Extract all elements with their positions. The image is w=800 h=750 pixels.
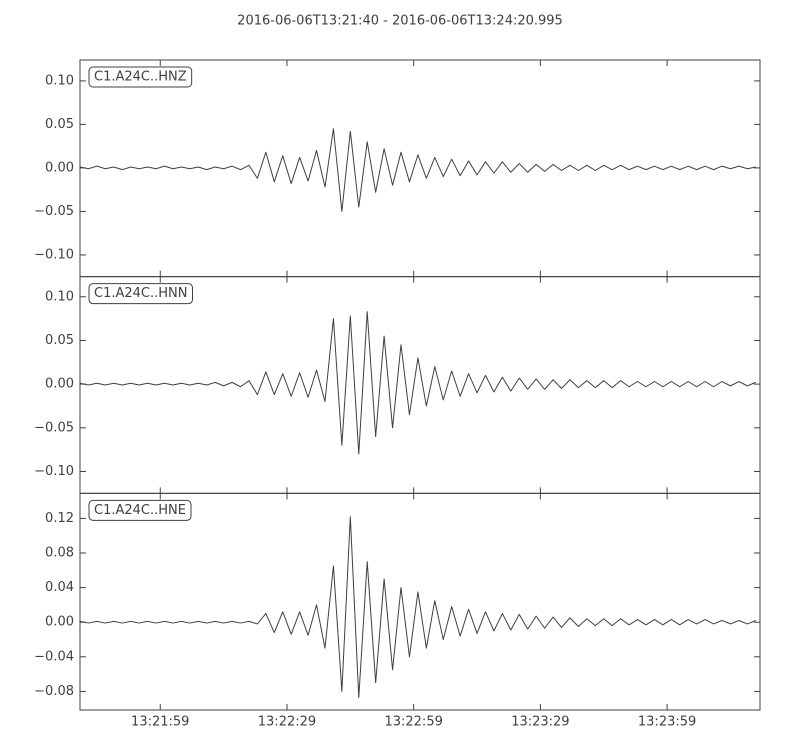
- y-tick-label: 0.10: [45, 73, 74, 88]
- trace: [80, 516, 756, 698]
- y-tick-label: −0.04: [34, 649, 74, 664]
- x-tick-label: 13:23:29: [511, 715, 569, 730]
- y-tick-label: 0.00: [45, 160, 74, 175]
- trace: [80, 128, 756, 212]
- chart-title: 2016-06-06T13:21:40 - 2016-06-06T13:24:2…: [237, 14, 563, 29]
- y-tick-label: 0.08: [45, 546, 74, 561]
- legend: C1.A24C..HNZ: [88, 66, 193, 88]
- legend-label: C1.A24C..HNZ: [94, 70, 187, 85]
- axes-frame: [79, 492, 761, 711]
- y-tick-label: 0.05: [45, 333, 74, 348]
- legend: C1.A24C..HNN: [88, 283, 193, 305]
- y-tick-label: −0.10: [34, 464, 74, 479]
- y-tick-label: −0.05: [34, 420, 74, 435]
- x-tick-label: 13:21:59: [131, 715, 189, 730]
- legend-box: [88, 283, 193, 305]
- x-tick-label: 13:23:59: [638, 715, 696, 730]
- legend-label: C1.A24C..HNE: [94, 503, 186, 518]
- y-tick-label: −0.10: [34, 247, 74, 262]
- axes-frame: [79, 59, 761, 278]
- trace: [80, 311, 756, 455]
- y-tick-label: −0.05: [34, 204, 74, 219]
- y-tick-label: 0.00: [45, 377, 74, 392]
- legend-box: [88, 66, 193, 88]
- y-tick-label: 0.12: [45, 511, 74, 526]
- x-tick-label: 13:22:59: [384, 715, 442, 730]
- y-tick-label: −0.08: [34, 684, 74, 699]
- y-tick-label: 0.04: [45, 580, 74, 595]
- x-tick-label: 13:22:29: [258, 715, 316, 730]
- legend: C1.A24C..HNE: [88, 499, 192, 521]
- axes-frame: [79, 276, 761, 494]
- legend-box: [88, 499, 192, 521]
- legend-label: C1.A24C..HNN: [94, 286, 187, 301]
- y-tick-label: 0.05: [45, 117, 74, 132]
- y-tick-label: 0.00: [45, 615, 74, 630]
- y-tick-label: 0.10: [45, 289, 74, 304]
